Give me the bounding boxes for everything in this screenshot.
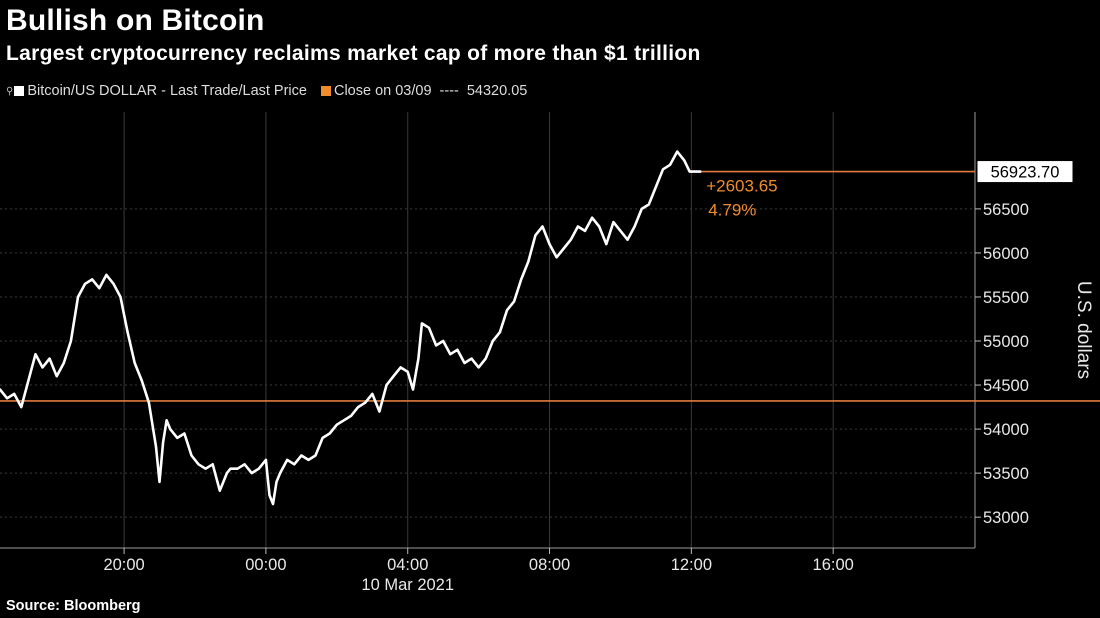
y-tick-label: 53500 xyxy=(983,465,1029,483)
x-axis-date-label: 10 Mar 2021 xyxy=(361,576,454,594)
x-tick-label: 08:00 xyxy=(529,556,570,574)
legend: ⚲ Bitcoin/US DOLLAR - Last Trade/Last Pr… xyxy=(6,83,527,99)
x-tick-label: 20:00 xyxy=(103,556,144,574)
y-tick-label: 54500 xyxy=(983,377,1029,395)
grid-lines xyxy=(0,112,975,548)
legend-series-swatch xyxy=(14,86,25,96)
last-price-badge: 56923.70 xyxy=(976,160,1074,184)
legend-series-label: Bitcoin/US DOLLAR - Last Trade/Last Pric… xyxy=(27,83,307,99)
y-axis-ticks: 53000 53500 54000 54500 55000 55500 56000 56500 xyxy=(975,201,1029,527)
x-tick-label: 00:00 xyxy=(245,556,286,574)
legend-close-dashes: ---- xyxy=(439,83,459,99)
x-tick-label: 16:00 xyxy=(813,556,854,574)
legend-pin-icon: ⚲ xyxy=(6,85,14,97)
legend-close-swatch xyxy=(320,86,331,96)
last-price-badge-bg xyxy=(976,160,1074,184)
y-tick-label: 55500 xyxy=(983,289,1029,307)
chart-title: Bullish on Bitcoin xyxy=(6,4,265,37)
change-percent-label: 4.79% xyxy=(708,201,756,220)
y-tick-label: 56500 xyxy=(983,201,1029,219)
source-credit: Source: Bloomberg xyxy=(6,598,141,614)
y-axis-label: U.S. dollars xyxy=(1073,281,1094,379)
y-tick-label: 53000 xyxy=(983,509,1029,527)
x-tick-label: 12:00 xyxy=(671,556,712,574)
y-tick-label: 56000 xyxy=(983,245,1029,263)
price-series-line xyxy=(0,150,702,506)
y-tick-label: 54000 xyxy=(983,421,1029,439)
legend-close-value: 54320.05 xyxy=(466,83,528,99)
last-price-badge-text: 56923.70 xyxy=(991,164,1060,182)
x-tick-label: 04:00 xyxy=(387,556,428,574)
x-axis-ticks: 20:00 00:00 04:00 08:00 12:00 16:00 xyxy=(103,548,854,574)
chart-subtitle: Largest cryptocurrency reclaims market c… xyxy=(6,42,701,65)
change-absolute-label: +2603.65 xyxy=(706,177,777,196)
legend-close-label: Close on 03/09 xyxy=(333,83,432,99)
y-tick-label: 55000 xyxy=(983,333,1029,351)
